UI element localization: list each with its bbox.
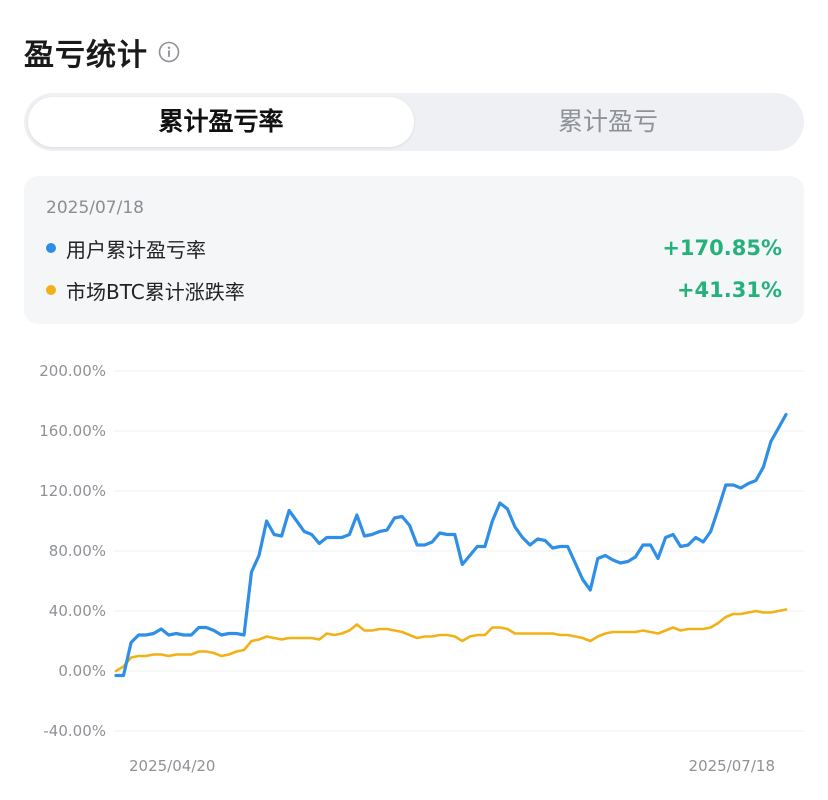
header: 盈亏统计 [24, 30, 180, 74]
series-line-user [114, 412, 788, 678]
btc-series-dot [46, 285, 56, 295]
y-tick-label: 40.00% [49, 602, 106, 620]
segmented-control: 累计盈亏率 累计盈亏 [24, 93, 804, 151]
y-tick-label: 160.00% [39, 422, 106, 440]
user-series-dot [46, 243, 56, 253]
line-chart[interactable]: 200.00% 160.00% 120.00% 80.00% 40.00% 0.00% -4… [0, 340, 828, 800]
summary-label-btc: 市场BTC累计涨跌率 [66, 279, 245, 304]
tab-cumulative-pnl[interactable]: 累计盈亏 [557, 107, 658, 136]
x-tick-label: 2025/07/18 [689, 757, 775, 775]
y-tick-label: -40.00% [43, 722, 106, 740]
series-line-btc [114, 608, 788, 673]
info-icon[interactable] [158, 41, 180, 63]
tab-cumulative-pnl-rate[interactable]: 累计盈亏率 [28, 97, 414, 147]
page-title: 盈亏统计 [24, 38, 148, 73]
y-tick-label: 200.00% [39, 362, 106, 380]
x-tick-label: 2025/04/20 [129, 757, 215, 775]
summary-value-btc: +41.31% [676, 278, 782, 302]
summary-row-btc: 市场BTC累计涨跌率 +41.31% [46, 276, 782, 304]
y-tick-label: 120.00% [39, 482, 106, 500]
summary-card: 2025/07/18 用户累计盈亏率 +170.85% 市场BTC累计涨跌率 +… [24, 176, 804, 324]
summary-value-user: +170.85% [662, 236, 782, 260]
summary-date: 2025/07/18 [46, 198, 144, 218]
summary-label-user: 用户累计盈亏率 [66, 237, 206, 262]
summary-row-user: 用户累计盈亏率 +170.85% [46, 234, 782, 262]
y-tick-label: 80.00% [49, 542, 106, 560]
y-tick-label: 0.00% [58, 662, 106, 680]
